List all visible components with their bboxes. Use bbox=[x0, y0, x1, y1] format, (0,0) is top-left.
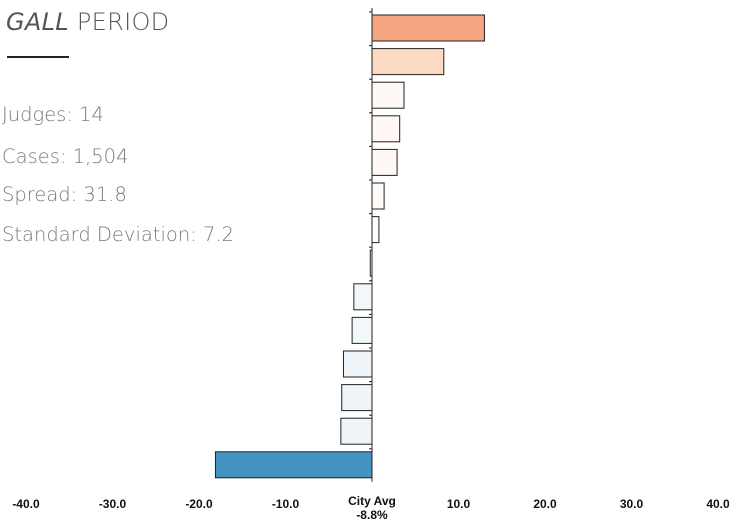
stat-standard-deviation: Standard Deviation: 7.2 bbox=[2, 223, 234, 246]
bar bbox=[371, 115, 401, 143]
x-tick-label: 20.0 bbox=[533, 497, 557, 511]
x-tick-label: 40.0 bbox=[706, 497, 730, 511]
bar bbox=[351, 316, 373, 344]
stat-spread: Spread: 31.8 bbox=[2, 183, 127, 206]
baseline-label: City Avg bbox=[348, 494, 396, 508]
bar bbox=[353, 283, 373, 311]
x-tick-label: -10.0 bbox=[272, 497, 300, 511]
x-tick-label: 10.0 bbox=[447, 497, 471, 511]
chart-title: GALL PERIOD bbox=[6, 8, 169, 36]
x-tick-label: 30.0 bbox=[620, 497, 644, 511]
bar bbox=[342, 350, 373, 378]
bar bbox=[214, 451, 373, 479]
bar bbox=[371, 81, 405, 109]
baseline-value-label: -8.8% bbox=[356, 508, 388, 522]
x-tick-label: -30.0 bbox=[99, 497, 127, 511]
bar bbox=[371, 14, 485, 42]
bar bbox=[371, 216, 380, 244]
x-tick-label: -20.0 bbox=[185, 497, 213, 511]
title-rest: PERIOD bbox=[76, 8, 170, 36]
bar bbox=[371, 182, 385, 210]
bar bbox=[341, 384, 373, 412]
bar bbox=[371, 48, 445, 76]
bar bbox=[371, 148, 398, 176]
stat-cases: Cases: 1,504 bbox=[2, 145, 129, 168]
stat-judges: Judges: 14 bbox=[2, 103, 104, 126]
title-italic: GALL bbox=[6, 8, 69, 36]
title-underline bbox=[7, 56, 69, 58]
x-tick-label: -40.0 bbox=[12, 497, 40, 511]
bar bbox=[340, 417, 373, 445]
